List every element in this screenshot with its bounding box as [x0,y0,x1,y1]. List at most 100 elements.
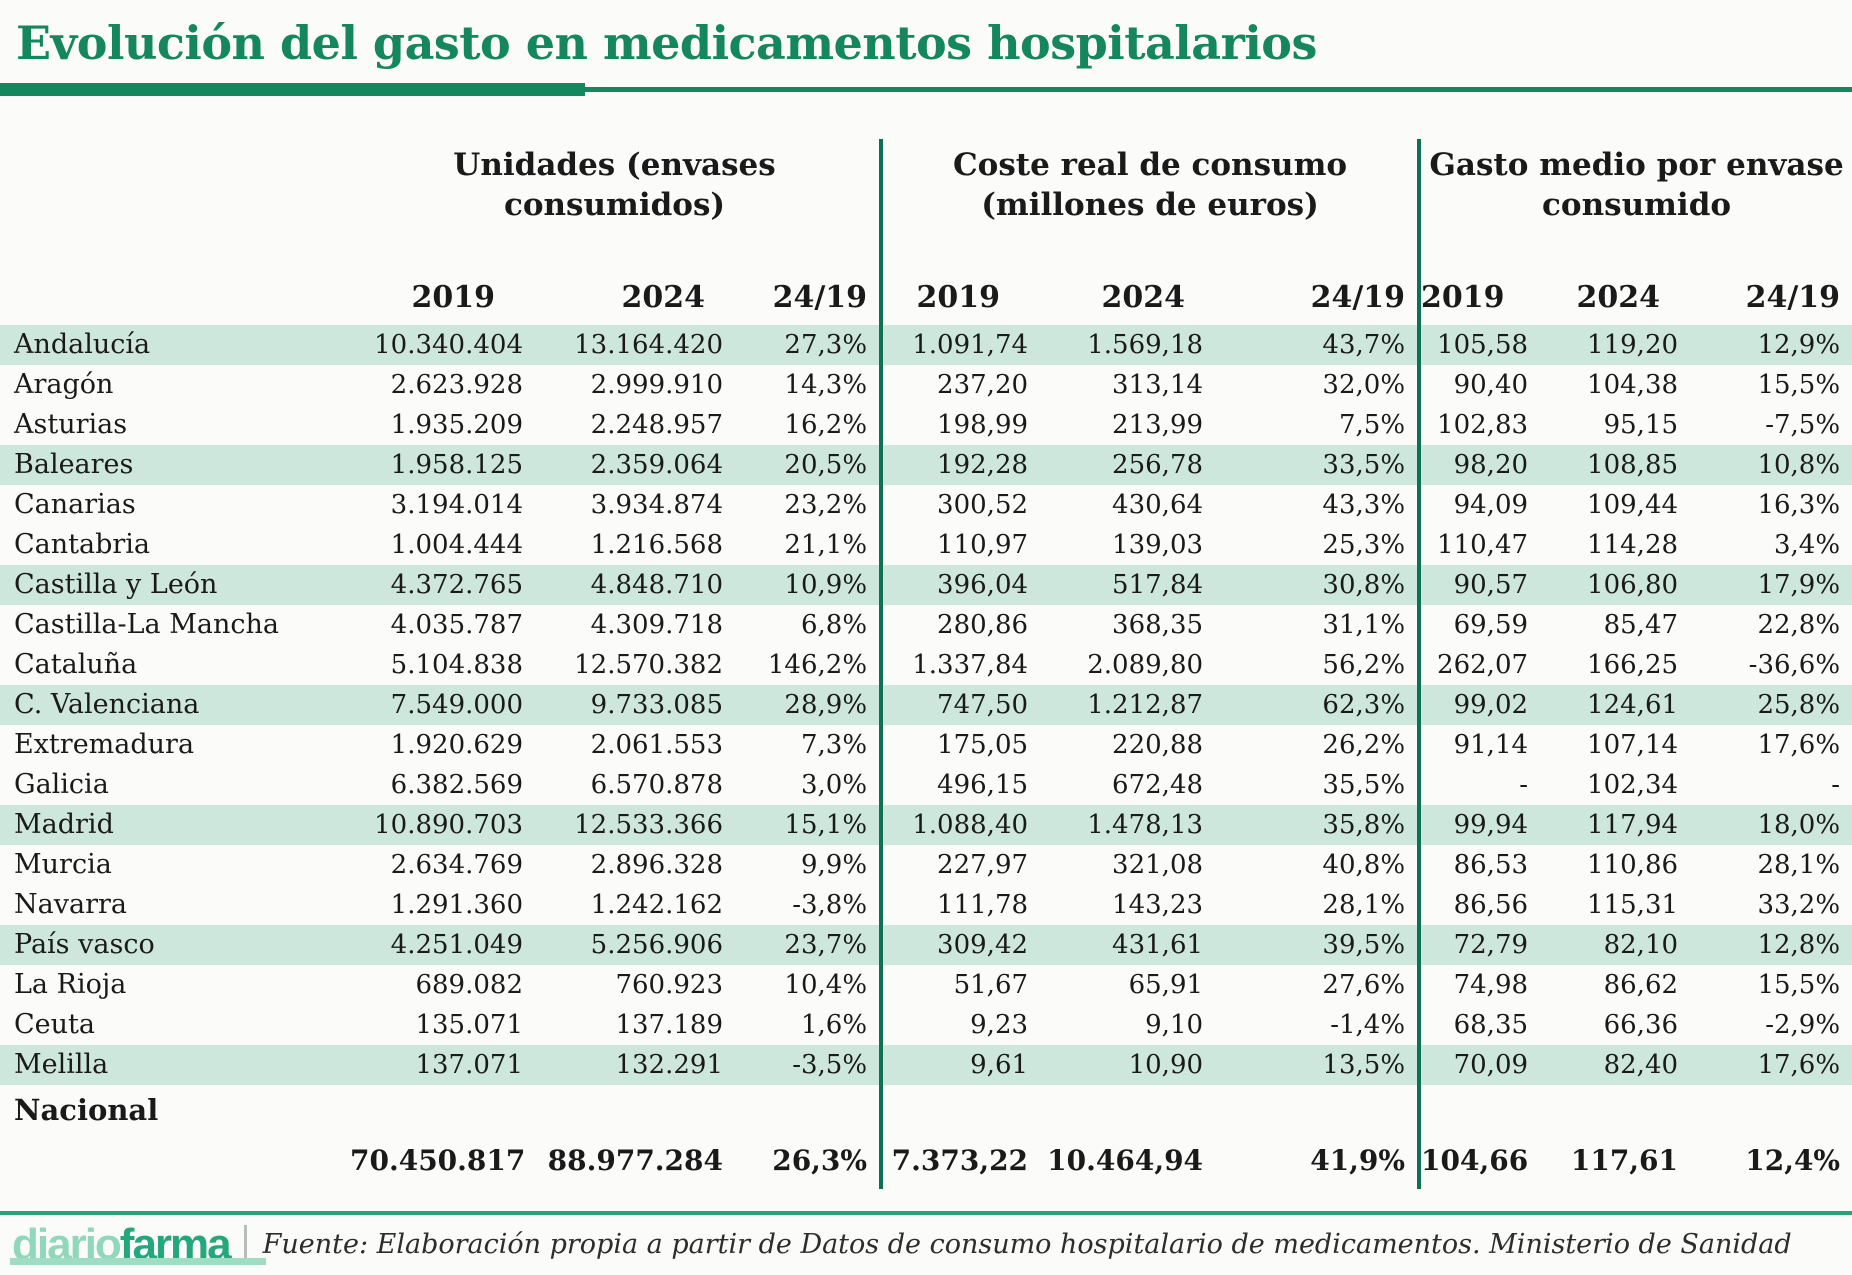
total-row: Nacional 70.450.817 88.977.284 26,3% 7.373,2… [0,1084,1852,1189]
value-cell: 16,3% [1757,489,1841,520]
value-cell: 70.450.817 [350,1143,526,1177]
region-label: Baleares [14,449,134,481]
value-cell: 12.570.382 [574,649,723,680]
value-cell: 4.251.049 [390,929,523,960]
table-body: Andalucía 10.340.404 13.164.420 27,3% 1.091,… [0,324,1852,1189]
table-row: Melilla 137.071 132.291 -3,5% 9,61 10,90 13,5%… [0,1044,1852,1085]
value-cell: 32,0% [1322,369,1406,400]
value-cell: 18,0% [1757,809,1841,840]
value-cell: 25,8% [1757,689,1841,720]
value-cell: 102,34 [1587,769,1679,800]
table-row: Murcia 2.634.769 2.896.328 9,9% 227,97 321,08… [0,844,1852,885]
value-cell: 12,9% [1757,329,1841,360]
value-cell: 192,28 [879,444,1041,485]
value-cell: 132.291 [615,1049,723,1080]
value-cell: 5.256.906 [590,929,723,960]
value-cell: 1.920.629 [390,729,523,760]
region-label: Asturias [14,409,128,441]
value-cell: 15,5% [1757,369,1841,400]
value-cell: 3.194.014 [390,489,523,520]
value-cell: -1,4% [1330,1009,1406,1040]
value-cell: 98,20 [1417,444,1541,485]
value-cell: 6.570.878 [590,769,723,800]
value-cell: 10,9% [784,569,868,600]
value-cell: 26,3% [772,1143,868,1177]
value-cell: 137.189 [615,1009,723,1040]
value-cell: 496,15 [879,764,1041,805]
value-cell: 43,3% [1322,489,1406,520]
value-cell: 21,1% [784,529,868,560]
value-cell: 85,47 [1603,609,1679,640]
value-cell: 22,8% [1757,609,1841,640]
region-label: Castilla y León [14,569,218,601]
year-header: 24/19 [1310,279,1406,315]
value-cell: 1.569,18 [1087,329,1204,360]
value-cell: 175,05 [879,724,1041,765]
value-cell: 10,8% [1757,449,1841,480]
value-cell: 117,94 [1587,809,1679,840]
value-cell: 43,7% [1322,329,1406,360]
column-group-label: Coste real de consumo (millones de euros… [952,146,1348,223]
value-cell: 672,48 [1112,769,1204,800]
value-cell: 1.242.162 [590,889,723,920]
value-cell: 104,66 [1417,1084,1541,1189]
value-cell: 102,83 [1417,404,1541,445]
value-cell: 430,64 [1112,489,1204,520]
value-cell: 25,3% [1322,529,1406,560]
column-group-label: Unidades (envases consumidos) [453,146,776,223]
value-cell: 1.216.568 [590,529,723,560]
year-header: 2019 [1417,256,1541,325]
value-cell: 88.977.284 [547,1143,723,1177]
value-cell: 368,35 [1112,609,1204,640]
value-cell: 396,04 [879,564,1041,605]
value-cell: 1.478,13 [1087,809,1204,840]
value-cell: 689.082 [415,969,523,1000]
value-cell: 1.212,87 [1087,689,1204,720]
value-cell: 39,5% [1322,929,1406,960]
value-cell: 2.359.064 [590,449,723,480]
page-title: Evolución del gasto en medicamentos hosp… [16,16,1317,70]
value-cell: 108,85 [1587,449,1679,480]
region-column-spacer [0,139,350,257]
value-cell: 110,97 [879,524,1041,565]
value-cell: 15,1% [784,809,868,840]
footer-separator [243,1224,247,1265]
column-group-header-row: Unidades (envases consumidos) Coste real… [0,138,1852,257]
year-header: 24/19 [1745,279,1841,315]
value-cell: 117,61 [1570,1143,1679,1177]
value-cell: 280,86 [879,604,1041,645]
value-cell: 143,23 [1112,889,1204,920]
table-row: Madrid 10.890.703 12.533.366 15,1% 1.088,40 1… [0,804,1852,845]
value-cell: 9,61 [879,1044,1041,1085]
table-row: C. Valenciana 7.549.000 9.733.085 28,9% 747,… [0,684,1852,725]
value-cell: 198,99 [879,404,1041,445]
value-cell: 137.071 [415,1049,523,1080]
year-header: 2019 [879,256,1041,325]
value-cell: 7.373,22 [879,1084,1041,1189]
region-label: Aragón [14,369,114,401]
value-cell: 2.999.910 [590,369,723,400]
value-cell: 6,8% [800,609,868,640]
value-cell: 9,23 [879,1004,1041,1045]
region-label: Extremadura [14,729,195,761]
value-cell: 2.623.928 [390,369,523,400]
region-label: Castilla-La Mancha [14,609,279,641]
value-cell: 2.061.553 [590,729,723,760]
value-cell: 1.337,84 [879,644,1041,685]
value-cell: 23,2% [784,489,868,520]
value-cell: 1.004.444 [390,529,523,560]
value-cell: - [1831,769,1841,800]
value-cell: 62,3% [1322,689,1406,720]
value-cell: 115,31 [1587,889,1679,920]
value-cell: 99,94 [1417,804,1541,845]
value-cell: 30,8% [1322,569,1406,600]
table-row: Navarra 1.291.360 1.242.162 -3,8% 111,78 143,… [0,884,1852,925]
value-cell: 12,4% [1745,1143,1841,1177]
column-group-header-unidades: Unidades (envases consumidos) [350,139,881,257]
value-cell: 13,5% [1322,1049,1406,1080]
value-cell: - [1417,764,1541,805]
region-label: Murcia [14,849,112,881]
title-underline-thick [0,82,585,96]
value-cell: 31,1% [1322,609,1406,640]
value-cell: 17,6% [1757,1049,1841,1080]
